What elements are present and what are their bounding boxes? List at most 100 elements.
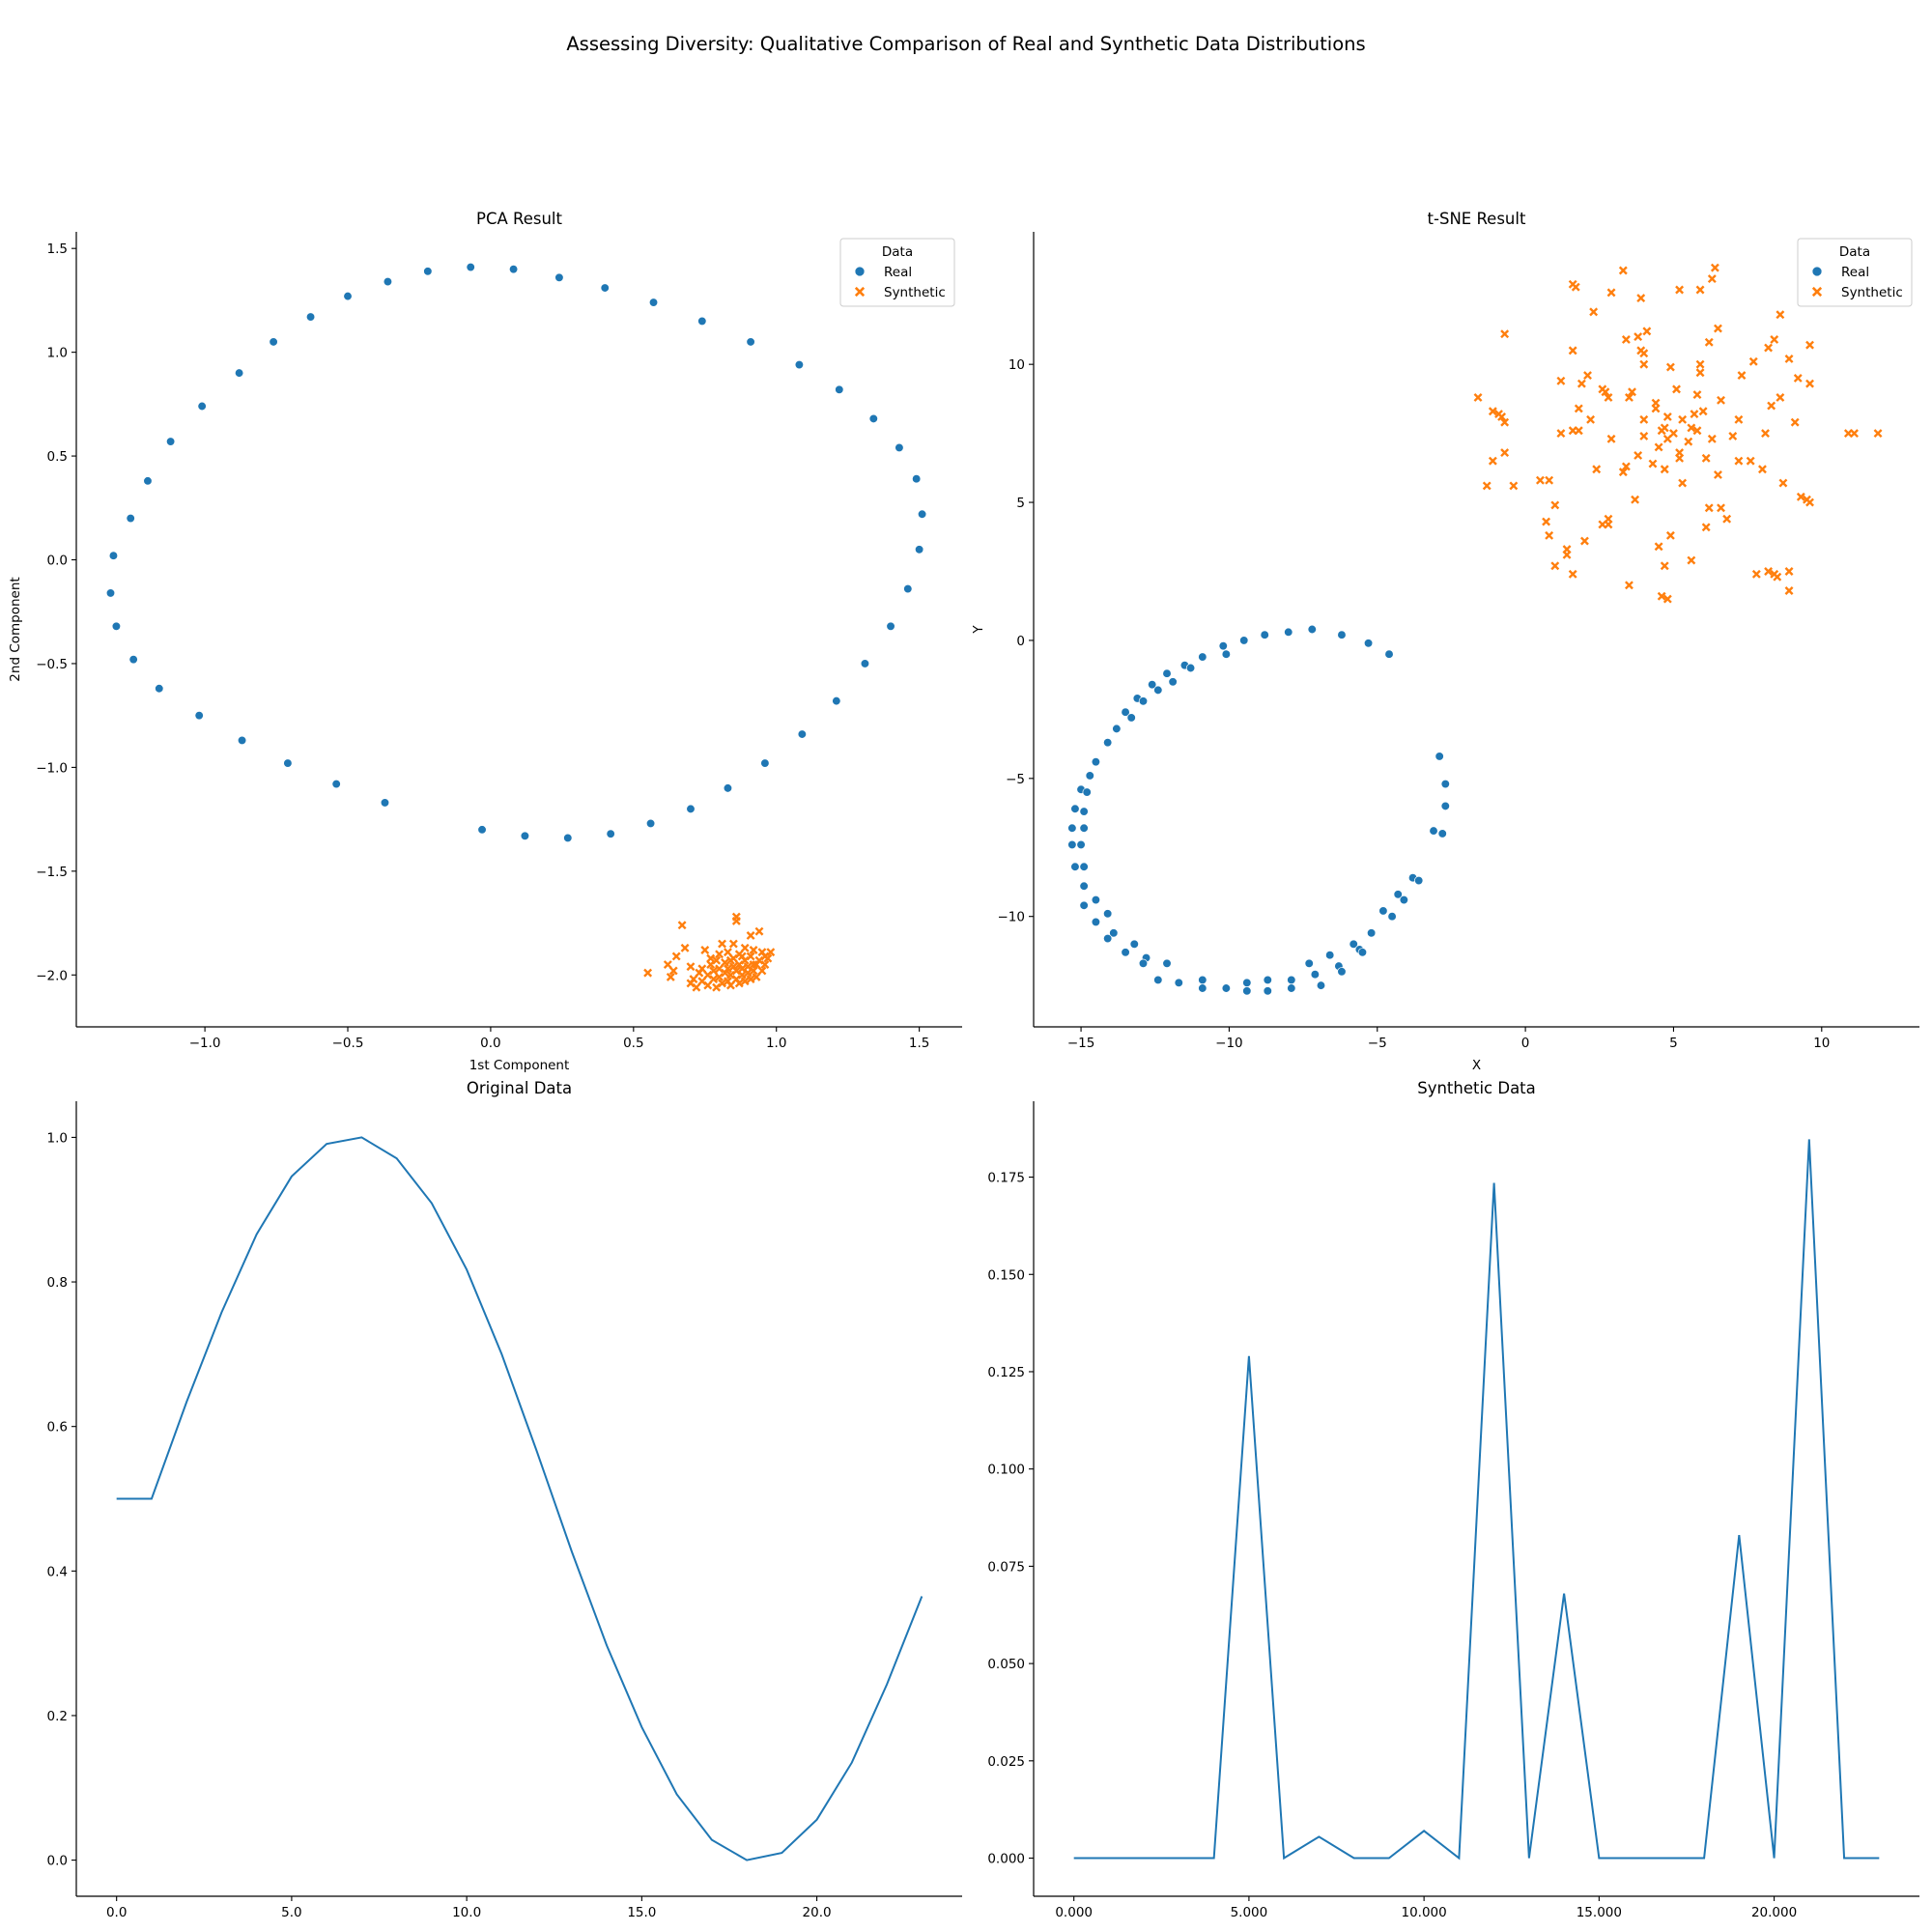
synthetic-data-panel: Synthetic Data 0.000 5.000 10.000 15.000 20.0… bbox=[987, 1079, 1919, 1920]
synthetic-point bbox=[1701, 453, 1711, 463]
y-tick-label: 0.100 bbox=[987, 1463, 1025, 1478]
x-tick-label: 1.0 bbox=[766, 1036, 786, 1051]
real-point bbox=[269, 337, 278, 347]
synthetic-point bbox=[1631, 495, 1640, 504]
real-point bbox=[1440, 779, 1450, 789]
real-point bbox=[1079, 807, 1089, 816]
real-point bbox=[1437, 829, 1447, 838]
real-point bbox=[697, 316, 707, 327]
panel-title: Synthetic Data bbox=[1417, 1079, 1536, 1097]
synthetic-point bbox=[1784, 586, 1794, 595]
legend-entry-label: Real bbox=[884, 265, 912, 280]
synthetic-point bbox=[1784, 567, 1794, 576]
real-point bbox=[648, 298, 659, 307]
synthetic-point bbox=[1695, 359, 1705, 369]
synthetic-point bbox=[757, 966, 767, 976]
real-point bbox=[1435, 752, 1444, 761]
synthetic-point bbox=[668, 966, 678, 976]
real-point bbox=[1091, 757, 1101, 767]
y-tick-label: 5 bbox=[1016, 496, 1025, 511]
real-point bbox=[1082, 787, 1092, 797]
synthetic-point bbox=[1648, 459, 1658, 469]
y-tick-label: −5 bbox=[1006, 772, 1025, 787]
real-point bbox=[1185, 663, 1196, 673]
synthetic-point bbox=[1722, 514, 1732, 524]
real-point bbox=[283, 758, 293, 768]
synthetic-point bbox=[1770, 334, 1779, 344]
synthetic-point bbox=[666, 972, 675, 981]
x-tick-label: 10.0 bbox=[452, 1905, 481, 1920]
synthetic-point bbox=[709, 975, 719, 984]
synthetic-point bbox=[1717, 395, 1725, 405]
legend-box bbox=[1797, 238, 1913, 307]
real-point bbox=[1153, 685, 1163, 696]
x-tick-label: 15.0 bbox=[627, 1905, 656, 1920]
synthetic-point bbox=[1695, 285, 1705, 295]
real-point bbox=[886, 621, 895, 631]
legend-entry-label: Synthetic bbox=[1841, 285, 1903, 300]
real-point bbox=[1363, 639, 1374, 648]
synthetic-point bbox=[663, 960, 672, 969]
synthetic-point bbox=[1636, 294, 1646, 303]
real-point bbox=[1070, 804, 1080, 813]
synthetic-point bbox=[1651, 398, 1661, 408]
x-tick-label: 5.0 bbox=[281, 1905, 301, 1920]
real-point bbox=[155, 684, 164, 694]
real-point bbox=[423, 267, 433, 276]
y-tick-label: 0.125 bbox=[987, 1365, 1025, 1380]
real-point bbox=[126, 513, 135, 524]
real-point bbox=[1174, 978, 1183, 987]
real-point bbox=[1429, 826, 1438, 836]
synthetic-point bbox=[1571, 282, 1580, 292]
real-point bbox=[1103, 738, 1113, 748]
legend-entry-label: Synthetic bbox=[884, 285, 946, 300]
synthetic-point bbox=[1704, 503, 1714, 513]
legend-title: Data bbox=[882, 244, 913, 260]
y-tick-label: 0.0 bbox=[47, 1854, 68, 1869]
x-tick-label: 0.0 bbox=[106, 1905, 127, 1920]
synthetic-point bbox=[1606, 288, 1616, 298]
real-point bbox=[1076, 839, 1086, 850]
synthetic-point bbox=[1556, 429, 1566, 439]
y-tick-label: 0.6 bbox=[47, 1420, 68, 1435]
real-point bbox=[234, 368, 244, 378]
x-axis-label: X bbox=[1472, 1058, 1481, 1073]
real-point bbox=[1399, 895, 1409, 905]
synthetic-point bbox=[1624, 581, 1634, 590]
synthetic-point bbox=[1654, 542, 1663, 552]
pca-result-panel: PCA Result −1.0 −0.5 0.0 0.5 1.0 1.5 −2.0 −1.5 −1… bbox=[8, 210, 962, 1073]
synthetic-point bbox=[746, 975, 755, 984]
real-point bbox=[1198, 983, 1208, 993]
synthetic-point bbox=[697, 964, 707, 974]
synthetic-point bbox=[1662, 412, 1672, 421]
synthetic-point bbox=[1701, 523, 1711, 532]
series-line bbox=[1073, 1139, 1880, 1861]
y-tick-label: 1.0 bbox=[47, 346, 68, 361]
synthetic-point bbox=[1707, 434, 1717, 443]
real-point bbox=[1378, 906, 1388, 916]
x-tick-label: −0.5 bbox=[332, 1036, 364, 1051]
real-point bbox=[895, 442, 904, 453]
real-point bbox=[1168, 677, 1178, 687]
real-point bbox=[686, 804, 696, 814]
real-point bbox=[1304, 958, 1314, 968]
real-point bbox=[1366, 928, 1377, 938]
synthetic-point bbox=[1778, 478, 1788, 488]
real-point bbox=[1129, 939, 1139, 949]
real-point bbox=[794, 359, 805, 370]
synthetic-point bbox=[1668, 429, 1678, 439]
synthetic-point bbox=[1748, 356, 1758, 366]
real-point bbox=[380, 798, 390, 808]
x-tick-label: 0.000 bbox=[1055, 1905, 1093, 1920]
real-point bbox=[1218, 640, 1228, 651]
synthetic-point bbox=[740, 943, 750, 952]
real-point bbox=[1198, 975, 1208, 985]
real-point bbox=[1414, 875, 1424, 886]
real-point bbox=[860, 659, 870, 668]
synthetic-point bbox=[1601, 387, 1610, 397]
y-tick-label: 0.5 bbox=[47, 449, 68, 465]
synthetic-point bbox=[1761, 429, 1770, 439]
real-point bbox=[1138, 696, 1149, 706]
y-tick-label: −2.0 bbox=[36, 968, 68, 983]
synthetic-point bbox=[1751, 569, 1761, 579]
